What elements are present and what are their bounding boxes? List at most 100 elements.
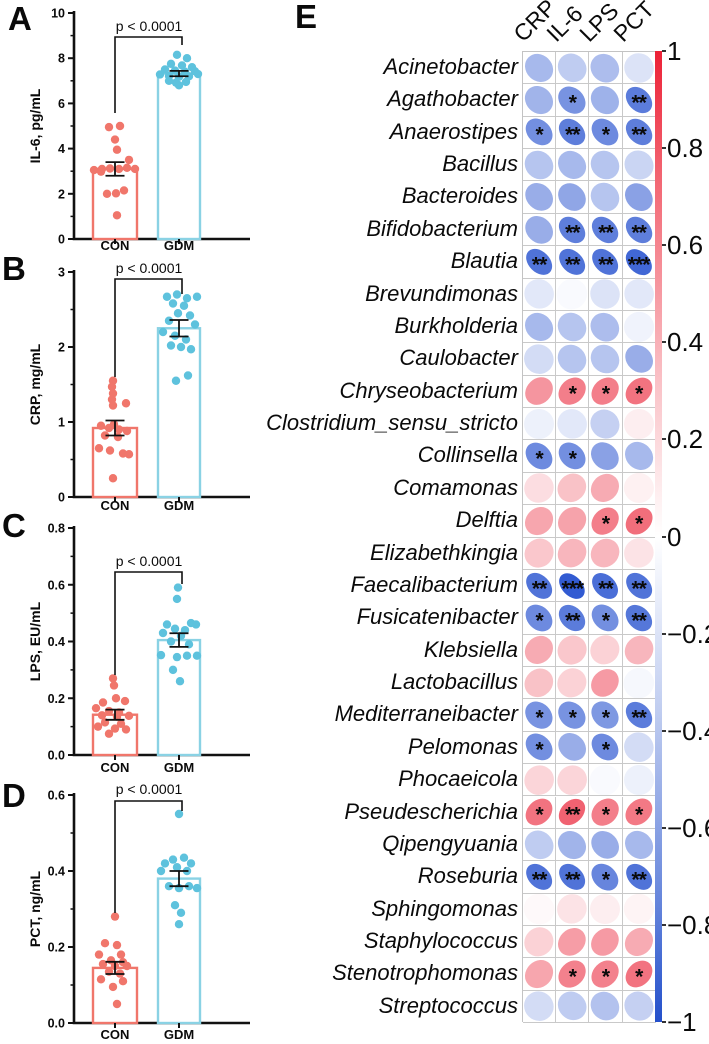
significance-bracket: [114, 278, 183, 377]
data-point: [176, 908, 186, 917]
data-point: [104, 122, 114, 132]
data-point: [158, 628, 168, 638]
corr-cell: [622, 731, 656, 765]
taxon-label: Bacteroides: [401, 183, 518, 209]
corr-ellipse: [622, 893, 655, 925]
corr-cell: [589, 440, 623, 473]
significance-stars: **: [565, 253, 580, 277]
colorbar-tick: [662, 438, 666, 441]
corr-ellipse: [523, 408, 556, 440]
data-point: [107, 382, 117, 391]
colorbar-tick: [662, 1021, 666, 1023]
data-point: [122, 163, 132, 173]
data-point: [118, 977, 128, 986]
corr-ellipse: [622, 537, 655, 569]
corr-cell: [523, 667, 557, 700]
corr-cell: *: [622, 796, 656, 829]
colorbar-tick-label: 1: [667, 36, 682, 66]
corr-ellipse: [556, 505, 589, 537]
taxon-label: Delftia: [455, 507, 518, 533]
significance-stars: ***: [561, 576, 585, 600]
y-axis-title: IL-6, pg/mL: [27, 88, 43, 163]
significance-bracket: [114, 800, 183, 913]
corr-cell: [589, 408, 623, 441]
data-point: [182, 294, 192, 303]
corr-ellipse: [622, 52, 655, 84]
corr-cell: **: [622, 569, 656, 603]
bar-GDM: [156, 327, 202, 499]
colorbar-tick-label: 0.8: [667, 133, 704, 164]
data-point: [175, 677, 185, 686]
significance-stars: **: [631, 91, 647, 115]
significance-stars: *: [535, 447, 544, 471]
panel-label-b: B: [2, 250, 26, 287]
y-tick-label: 0.8: [48, 522, 65, 536]
corr-ellipse: [523, 990, 556, 1023]
data-point: [160, 859, 170, 868]
data-point: [166, 59, 176, 69]
corr-ellipse: [622, 731, 655, 764]
corr-cell: *: [589, 861, 623, 894]
y-axis-title: PCT, ng/mL: [27, 870, 43, 947]
data-point: [109, 681, 119, 690]
corr-cell: ***: [556, 569, 590, 603]
corr-ellipse: [589, 925, 622, 958]
corr-cell: *: [622, 958, 656, 991]
corr-cell: [589, 278, 623, 311]
corr-cell: [589, 893, 623, 926]
y-tick-label: 10: [51, 7, 65, 21]
corr-cell: *: [589, 602, 623, 635]
data-point: [170, 624, 180, 633]
corr-ellipse: [523, 958, 556, 990]
data-point: [112, 999, 122, 1009]
data-point: [102, 189, 112, 198]
significance-stars: **: [531, 868, 547, 892]
corr-ellipse: [556, 925, 589, 958]
data-point: [108, 474, 118, 483]
data-point: [116, 719, 126, 728]
corr-cell: **: [622, 699, 656, 732]
corr-ellipse: [523, 764, 556, 796]
corr-cell: *: [556, 440, 590, 473]
corr-cell: [589, 343, 623, 376]
corr-ellipse: [556, 408, 589, 440]
data-point: [110, 135, 120, 144]
data-point: [110, 724, 120, 733]
data-point: [172, 290, 182, 299]
corr-cell: [523, 408, 557, 441]
corr-ellipse: [589, 537, 622, 569]
corr-cell: [556, 667, 590, 700]
corr-cell: **: [622, 861, 656, 894]
corr-ellipse: [556, 634, 589, 667]
data-point: [93, 722, 103, 731]
p-value-label: p < 0.0001: [116, 260, 183, 276]
corr-ellipse: [589, 667, 622, 699]
data-point: [179, 301, 189, 310]
significance-stars: **: [565, 609, 580, 633]
corr-cell: *: [589, 505, 623, 538]
corr-cell: **: [556, 861, 590, 894]
data-point: [108, 401, 118, 410]
significance-stars: *: [635, 382, 643, 406]
significance-stars: **: [631, 576, 647, 600]
corr-cell: [523, 181, 557, 214]
taxon-label: Fusicatenibacter: [356, 604, 518, 630]
data-point: [184, 882, 194, 891]
significance-stars: **: [598, 253, 613, 277]
corr-cell: [589, 310, 623, 344]
colorbar-tick-label: −0.6: [667, 812, 709, 843]
taxon-label: Chryseobacterium: [339, 377, 518, 403]
data-point: [168, 665, 178, 675]
data-point: [112, 940, 122, 950]
corr-cell: [556, 505, 590, 538]
corr-cell: **: [556, 213, 590, 247]
corr-cell: [622, 181, 656, 214]
corr-cell: *: [523, 116, 557, 150]
y-tick-label: 8: [58, 52, 65, 66]
data-point: [171, 376, 181, 385]
corr-cell: [589, 828, 623, 862]
corr-cell: *: [556, 958, 590, 991]
group-label: CON: [101, 238, 130, 253]
corr-cell: [556, 408, 590, 441]
data-point: [105, 446, 115, 455]
